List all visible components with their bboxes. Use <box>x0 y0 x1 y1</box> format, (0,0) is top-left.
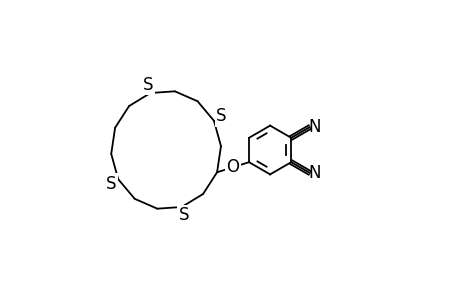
Text: S: S <box>143 76 153 94</box>
Text: N: N <box>308 118 321 136</box>
Text: N: N <box>308 164 321 182</box>
Text: S: S <box>106 175 116 193</box>
Text: O: O <box>226 158 239 176</box>
Text: S: S <box>215 107 226 125</box>
Text: S: S <box>179 206 189 224</box>
